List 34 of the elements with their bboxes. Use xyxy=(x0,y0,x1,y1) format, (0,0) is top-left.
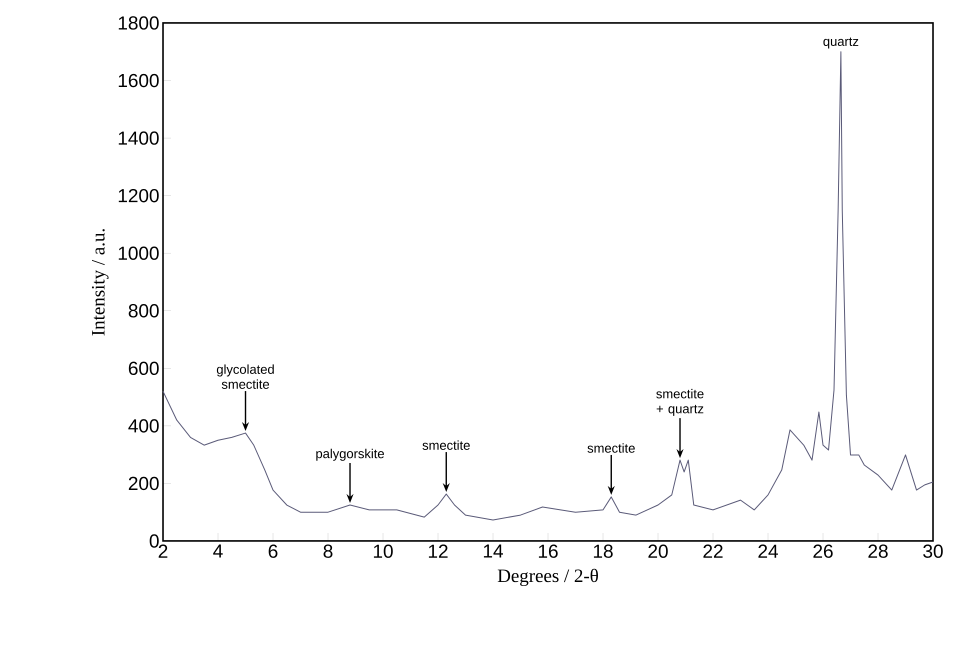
x-tick-label: 30 xyxy=(923,544,943,558)
y-tick-label: 1600 xyxy=(118,74,159,88)
x-tick-label: 16 xyxy=(538,544,558,558)
x-tick-label: 2 xyxy=(158,544,168,558)
x-tick-label: 18 xyxy=(594,544,613,558)
x-tick-label: 4 xyxy=(213,544,223,558)
annotation: smectite xyxy=(588,443,635,453)
y-tick-label: 1400 xyxy=(118,131,159,145)
x-tick-label: 8 xyxy=(324,544,332,558)
y-tick-label: 1800 xyxy=(118,16,159,30)
y-tick-label: 200 xyxy=(128,476,159,490)
x-tick-label: 14 xyxy=(484,544,503,558)
y-tick-label: 0 xyxy=(150,534,159,548)
y-axis-title: Intensity / a.u. xyxy=(92,229,109,336)
annotation: smectite + quartz xyxy=(656,388,704,416)
y-tick-label: 600 xyxy=(128,362,159,376)
annotation: glycolated smectite xyxy=(216,364,274,389)
y-tick-label: 1200 xyxy=(118,188,159,202)
x-tick-label: 10 xyxy=(374,544,393,558)
y-tick-label: 800 xyxy=(128,304,159,318)
x-tick-label: 6 xyxy=(268,544,278,558)
y-tick-label: 400 xyxy=(128,419,159,433)
x-axis-title: Degrees / 2-θ xyxy=(498,568,598,586)
x-tick-label: 28 xyxy=(868,544,888,558)
annotation: palygorskite xyxy=(316,448,384,461)
x-tick-label: 26 xyxy=(813,544,833,558)
x-tick-label: 22 xyxy=(703,544,723,558)
x-tick-label: 24 xyxy=(758,544,778,558)
line-series xyxy=(162,51,934,520)
annotation: smectite xyxy=(422,440,470,450)
x-tick-label: 12 xyxy=(428,544,448,558)
x-tick-label: 20 xyxy=(648,544,668,558)
annotation: quartz xyxy=(823,38,858,49)
y-tick-label: 1000 xyxy=(118,246,159,260)
